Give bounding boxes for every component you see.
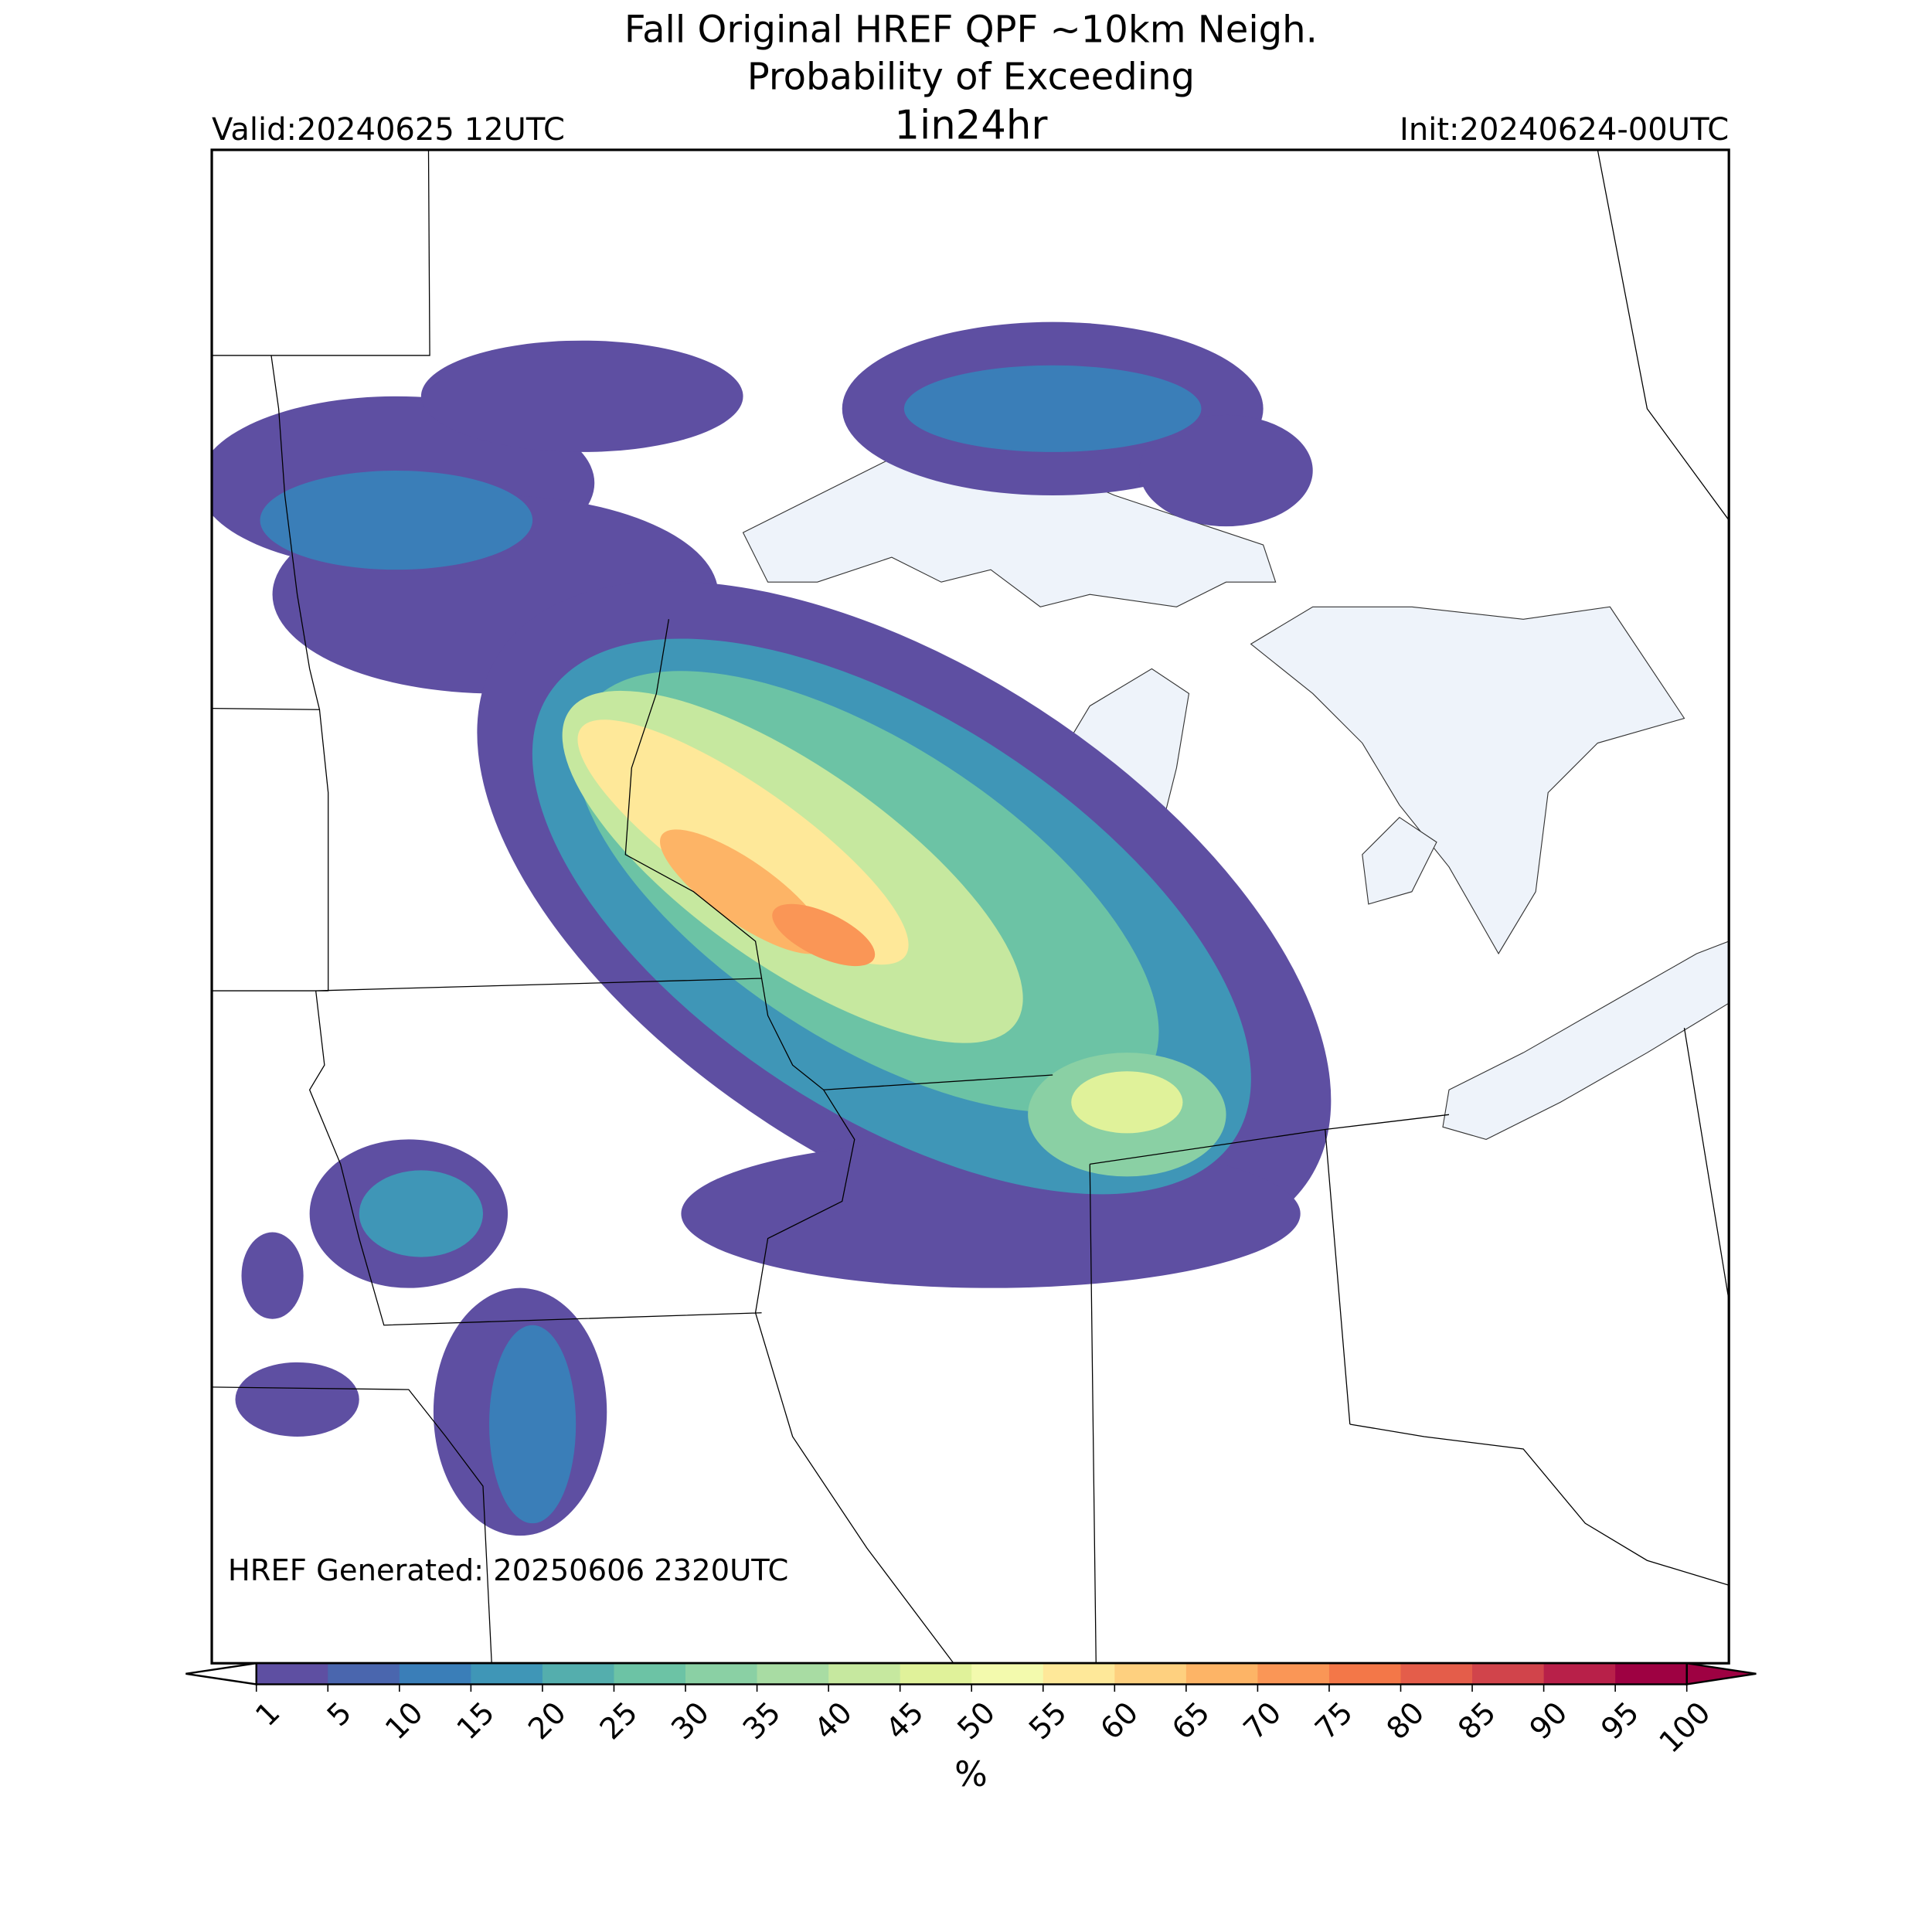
colorbar-segment	[328, 1663, 400, 1685]
colorbar-segment	[1114, 1663, 1187, 1685]
colorbar-segment	[828, 1663, 901, 1685]
init-time: Init:20240624-00UTC	[1400, 112, 1729, 148]
colorbar-tick-label: 95	[1594, 1696, 1645, 1747]
colorbar-segment	[614, 1663, 686, 1685]
colorbar-tick-label: 80	[1380, 1696, 1431, 1747]
colorbar-segment	[1043, 1663, 1116, 1685]
colorbar-over	[1685, 1662, 1757, 1685]
colorbar-segment	[471, 1663, 543, 1685]
generated-note: HREF Generated: 20250606 2320UTC	[228, 1553, 788, 1588]
valid-time: Valid:20240625 12UTC	[212, 112, 565, 148]
map: HREF Generated: 20250606 2320UTC	[210, 148, 1730, 1665]
state-borders	[212, 149, 1730, 1664]
colorbar-segment	[1257, 1663, 1330, 1685]
colorbar-tick-label: 40	[808, 1696, 859, 1747]
colorbar-tick-label: 85	[1451, 1696, 1502, 1747]
colorbar-segment	[1543, 1663, 1616, 1685]
colorbar-tick-label: 10	[379, 1696, 430, 1747]
colorbar-segment	[399, 1663, 472, 1685]
colorbar-segment	[542, 1663, 615, 1685]
colorbar: 1 5 10 15 20 25 30 35 40 45 50 55 60 65 70 75 80 85 90 95 10…	[185, 1662, 1757, 1760]
colorbar-segment	[256, 1663, 329, 1685]
colorbar-tick-label: 20	[522, 1696, 573, 1747]
colorbar-segment	[685, 1663, 758, 1685]
colorbar-segment	[1615, 1663, 1688, 1685]
colorbar-tick-label: 30	[665, 1696, 716, 1747]
colorbar-tick-label: 1	[249, 1696, 287, 1733]
colorbar-segment	[757, 1663, 829, 1685]
colorbar-tick-label: 70	[1237, 1696, 1288, 1747]
subtitle: Probability of Exceeding	[747, 55, 1195, 98]
colorbar-under	[185, 1662, 257, 1685]
title: Fall Original HREF QPF ~10km Neigh.	[624, 8, 1318, 51]
colorbar-tick-label: 15	[451, 1696, 502, 1747]
colorbar-segment	[971, 1663, 1044, 1685]
georgian-bay	[1362, 816, 1437, 905]
colorbar-tick-label: 65	[1165, 1696, 1216, 1747]
colorbar-tick-label: 50	[951, 1696, 1002, 1747]
colorbar-outline	[255, 1662, 1688, 1685]
colorbar-label: %	[954, 1753, 988, 1794]
colorbar-tick-label: 100	[1653, 1696, 1718, 1760]
colorbar-tick-label: 35	[736, 1696, 787, 1747]
colorbar-tick-label: 5	[321, 1696, 359, 1733]
colorbar-tick-label: 75	[1308, 1696, 1359, 1747]
threshold: 1in24hr	[894, 102, 1048, 148]
colorbar-tick-label: 90	[1523, 1696, 1574, 1747]
colorbar-segment	[1185, 1663, 1259, 1685]
lake-erie	[1442, 940, 1730, 1140]
probability-field	[212, 321, 1332, 1536]
colorbar-segment	[1400, 1663, 1473, 1685]
colorbar-tick-label: 55	[1022, 1696, 1073, 1747]
colorbar-tick-label: 60	[1094, 1696, 1145, 1747]
colorbar-tick-label: 25	[594, 1696, 645, 1747]
colorbar-segment	[900, 1663, 973, 1685]
lake-huron	[1250, 606, 1685, 955]
colorbar-tick-label: 45	[879, 1696, 930, 1747]
colorbar-segment	[1328, 1663, 1402, 1685]
colorbar-segment	[1472, 1663, 1545, 1685]
